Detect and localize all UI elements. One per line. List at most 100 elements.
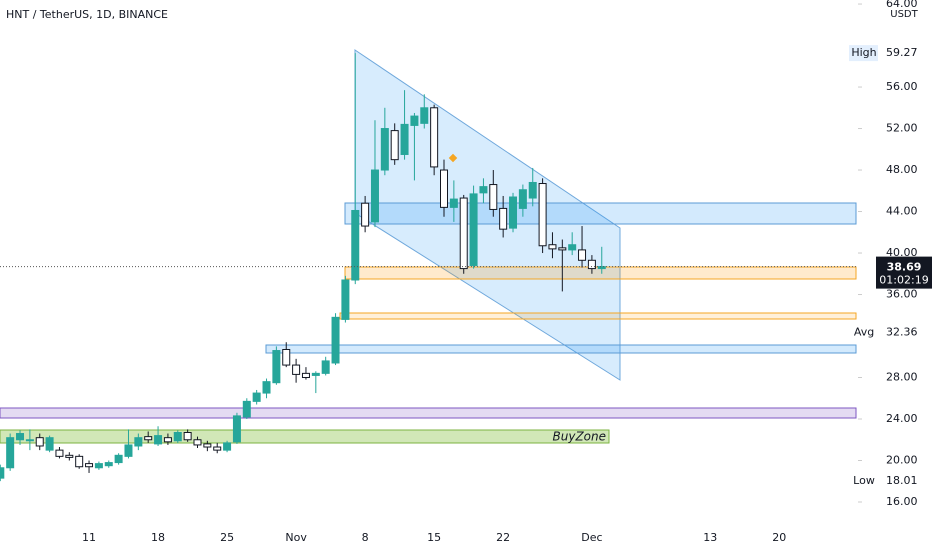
x-tick-label: 18 bbox=[151, 531, 165, 544]
candle-body bbox=[213, 446, 222, 451]
marker-label: High bbox=[851, 46, 876, 59]
candle-body bbox=[252, 392, 261, 402]
candle-body bbox=[65, 454, 74, 458]
candle-body bbox=[370, 169, 379, 223]
candle-body bbox=[311, 372, 320, 376]
y-tick-label: 16.00 bbox=[886, 495, 918, 508]
candle-body bbox=[568, 244, 577, 251]
candle-body bbox=[85, 463, 94, 468]
y-tick-label: 40.00 bbox=[886, 246, 918, 259]
candle-body bbox=[35, 437, 44, 447]
marker-icon bbox=[448, 153, 458, 163]
candle-body bbox=[183, 431, 192, 441]
candle-body bbox=[292, 364, 301, 375]
candle-body bbox=[528, 181, 537, 199]
zone bbox=[339, 312, 857, 320]
x-tick-label: 13 bbox=[703, 531, 717, 544]
candle-body bbox=[173, 431, 182, 442]
candle-body bbox=[597, 266, 606, 270]
x-tick-label: 8 bbox=[362, 531, 369, 544]
candle-body bbox=[410, 115, 419, 126]
marker-value: 18.01 bbox=[886, 474, 918, 487]
candle-body bbox=[331, 316, 340, 364]
countdown: 01:02:19 bbox=[879, 274, 928, 287]
zone bbox=[265, 344, 857, 354]
candle-body bbox=[282, 349, 291, 366]
candle-body bbox=[223, 442, 232, 451]
candle-body bbox=[341, 279, 350, 320]
candle-body bbox=[25, 439, 34, 442]
candle-body bbox=[134, 437, 143, 447]
candle-body bbox=[124, 444, 133, 457]
marker-value: 59.27 bbox=[886, 46, 918, 59]
candle-body bbox=[272, 350, 281, 384]
candle-body bbox=[361, 202, 370, 227]
candle-body bbox=[380, 128, 389, 171]
chart-title: HNT / TetherUS, 1D, BINANCE bbox=[6, 8, 168, 21]
y-tick-label: 56.00 bbox=[886, 80, 918, 93]
candle-body bbox=[163, 437, 172, 443]
candle-body bbox=[509, 196, 518, 229]
candle-body bbox=[499, 207, 508, 230]
candle-body bbox=[0, 467, 5, 479]
candle-body bbox=[479, 186, 488, 194]
candle-body bbox=[104, 462, 113, 467]
candle-body bbox=[301, 372, 310, 379]
marker-value: 32.36 bbox=[886, 325, 918, 338]
candle-body bbox=[75, 455, 84, 468]
y-tick-label: 52.00 bbox=[886, 122, 918, 135]
candle-body bbox=[203, 443, 212, 448]
x-tick-label: 22 bbox=[496, 531, 510, 544]
candle-body bbox=[6, 437, 15, 469]
candle-body bbox=[400, 123, 409, 155]
candle-body bbox=[262, 381, 271, 394]
candle-body bbox=[469, 193, 478, 266]
y-tick-label: 48.00 bbox=[886, 163, 918, 176]
y-tick-label: 28.00 bbox=[886, 371, 918, 384]
y-tick-label: 64.00 bbox=[886, 0, 918, 10]
candle-body bbox=[390, 130, 399, 161]
buy-zone bbox=[0, 429, 610, 444]
zone bbox=[0, 407, 857, 419]
y-tick-label: 36.00 bbox=[886, 288, 918, 301]
currency: USDT bbox=[890, 9, 918, 20]
y-tick-label: 20.00 bbox=[886, 454, 918, 467]
annotation: BuyZone bbox=[553, 430, 607, 444]
candle-body bbox=[459, 197, 468, 270]
zone bbox=[344, 202, 857, 225]
price-label-bg bbox=[876, 256, 932, 289]
candle-body bbox=[321, 360, 330, 374]
candle-body bbox=[16, 433, 25, 441]
y-tick-label: 44.00 bbox=[886, 205, 918, 218]
x-tick-label: 11 bbox=[82, 531, 96, 544]
y-tick-label: 24.00 bbox=[886, 412, 918, 425]
x-tick-label: 25 bbox=[220, 531, 234, 544]
marker-label-bg bbox=[849, 45, 878, 62]
marker-label: Avg bbox=[854, 325, 874, 338]
marker-label: Low bbox=[853, 474, 875, 487]
price-label: 38.69 bbox=[887, 261, 922, 274]
candle-body bbox=[587, 259, 596, 270]
x-tick-label: 20 bbox=[772, 531, 786, 544]
candle-body bbox=[351, 209, 360, 281]
candle-body bbox=[242, 400, 251, 418]
candle-body bbox=[94, 463, 103, 469]
x-tick-label: Nov bbox=[285, 531, 307, 544]
candle-body bbox=[548, 244, 557, 250]
candle-body bbox=[193, 439, 202, 446]
x-tick-label: 15 bbox=[427, 531, 441, 544]
candle-body bbox=[518, 189, 527, 209]
candle-body bbox=[558, 247, 567, 251]
candle-body bbox=[232, 415, 241, 443]
candle-body bbox=[420, 107, 429, 124]
candle-body bbox=[440, 169, 448, 208]
candle-body bbox=[154, 435, 163, 445]
candle-body bbox=[489, 184, 498, 210]
candle-body bbox=[578, 249, 587, 261]
candle-body bbox=[114, 454, 123, 464]
candle-body bbox=[55, 449, 64, 457]
candle-body bbox=[144, 436, 153, 441]
candle-body bbox=[430, 107, 439, 168]
